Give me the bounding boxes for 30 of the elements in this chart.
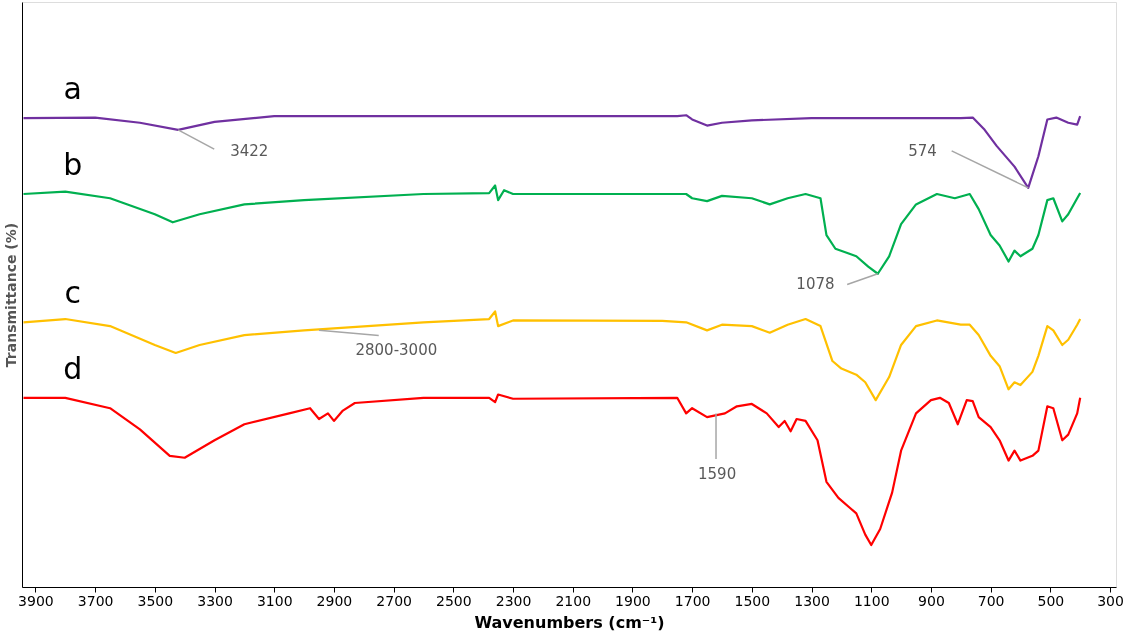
x-tick-label: 2900 [316,592,353,609]
annotation: 574 [908,141,937,160]
x-tick-label: 2100 [555,592,592,609]
x-tick-label: 500 [1037,592,1065,609]
x-tick-label: 3700 [77,592,114,609]
annotation: 1590 [698,464,737,483]
annotation: 1078 [796,275,835,294]
x-tick-label: 700 [977,592,1005,609]
x-axis-title: Wavenumbers (cm⁻¹) [474,612,665,632]
y-axis-title: Transmittance (%) [2,222,19,368]
x-tick-label: 3500 [137,592,174,609]
series-label: c [64,275,81,311]
annotation: 2800-3000 [355,340,438,359]
x-tick-label: 300 [1097,592,1124,609]
x-tick-label: 3900 [18,592,54,609]
x-tick-label: 2300 [495,592,532,609]
x-tick-label: 1700 [674,592,711,609]
x-tick-label: 1900 [615,592,651,609]
series-label: a [63,71,82,107]
x-tick-label: 3100 [256,592,293,609]
series-label: d [63,350,83,386]
x-tick-label: 3300 [197,592,233,609]
x-tick-label: 1300 [794,592,830,609]
series-label: b [63,147,83,183]
annotation: 3422 [230,141,269,160]
x-tick-label: 900 [918,592,945,609]
x-tick-label: 1500 [734,592,771,609]
x-tick-label: 2500 [436,592,472,609]
x-tick-label: 2700 [376,592,412,609]
x-tick-label: 1100 [853,592,890,609]
